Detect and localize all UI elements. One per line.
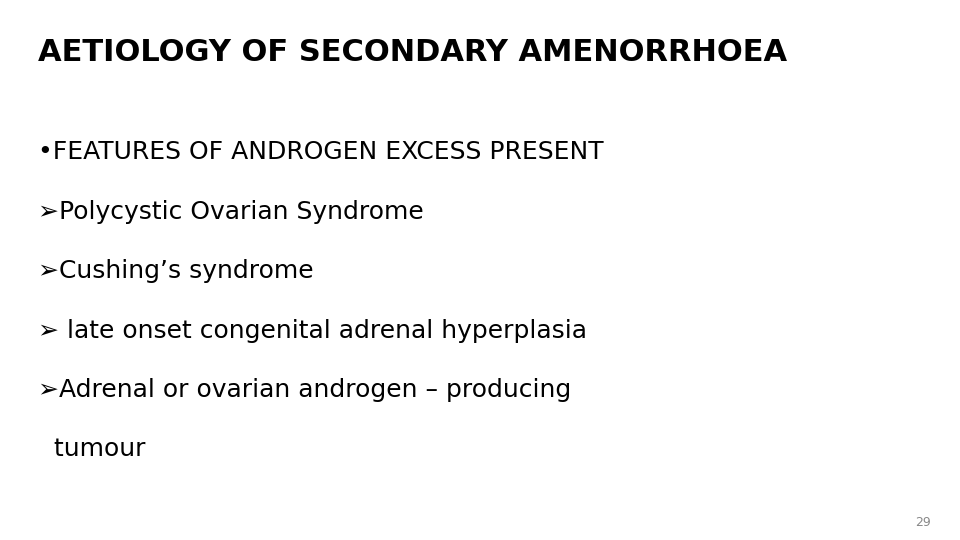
Text: ➢Polycystic Ovarian Syndrome: ➢Polycystic Ovarian Syndrome [38, 200, 424, 224]
Text: ➢ late onset congenital adrenal hyperplasia: ➢ late onset congenital adrenal hyperpla… [38, 319, 588, 342]
Text: •FEATURES OF ANDROGEN EXCESS PRESENT: •FEATURES OF ANDROGEN EXCESS PRESENT [38, 140, 604, 164]
Text: ➢Adrenal or ovarian androgen – producing: ➢Adrenal or ovarian androgen – producing [38, 378, 571, 402]
Text: 29: 29 [916, 516, 931, 529]
Text: AETIOLOGY OF SECONDARY AMENORRHOEA: AETIOLOGY OF SECONDARY AMENORRHOEA [38, 38, 787, 67]
Text: tumour: tumour [38, 437, 146, 461]
Text: ➢Cushing’s syndrome: ➢Cushing’s syndrome [38, 259, 314, 283]
